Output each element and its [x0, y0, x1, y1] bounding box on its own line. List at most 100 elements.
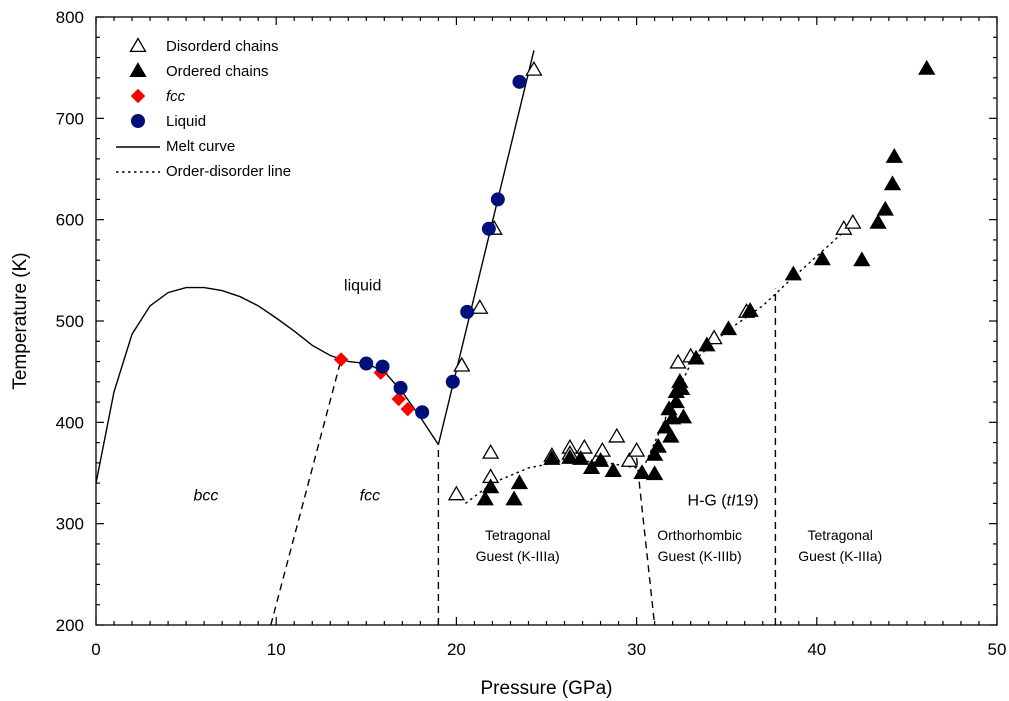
ordered-chains-point — [673, 380, 691, 395]
liquid-point — [445, 374, 460, 389]
ordered-chains-point — [813, 250, 831, 266]
disorderd-chains-point — [620, 452, 639, 467]
legend: Disorderd chains Ordered chains fcc Liquid M… — [116, 37, 291, 180]
x-tick-label: 0 — [91, 640, 100, 659]
y-tick-label: 200 — [56, 616, 84, 635]
y-axis-title: Temperature (K) — [10, 252, 31, 389]
annotation-fcc: fcc — [360, 487, 380, 504]
ordered-chains-point — [719, 320, 738, 336]
ordered-chains-point — [885, 148, 903, 163]
y-tick-label: 300 — [56, 515, 84, 534]
disorderd-chains-point — [525, 60, 543, 76]
ordered-chains-point — [505, 490, 523, 506]
x-tick-label: 10 — [267, 640, 286, 659]
melt-curve-segment-1 — [95, 286, 439, 484]
liquid-point — [359, 356, 374, 371]
disorderd-chains-point — [669, 353, 687, 369]
legend-ordered-chains-swatch — [129, 62, 147, 78]
x-tick-label: 20 — [447, 640, 466, 659]
ordered-chains-point — [591, 452, 610, 467]
ordered-chains-point — [918, 59, 936, 75]
ordered-chains-point — [649, 437, 667, 453]
liquid-point — [415, 405, 430, 420]
disorderd-chains-point — [447, 485, 466, 501]
annotation-orthorhombic: Orthorhombic — [657, 527, 742, 543]
disorderd-chains-point — [575, 438, 593, 454]
ordered-chains-point — [869, 213, 887, 229]
y-tick-label: 700 — [56, 109, 84, 128]
annotation-guest-k-iiib: Guest (K-IIIb) — [658, 548, 742, 564]
ordered-chains-point — [656, 418, 675, 434]
phase-boundaries-segment-1 — [270, 359, 342, 626]
ordered-chains-point — [853, 251, 871, 267]
ordered-chains-point — [604, 462, 622, 478]
disorderd-chains-point — [471, 299, 489, 314]
ordered-chains-point — [784, 265, 803, 281]
ordered-chains-point — [662, 427, 680, 443]
liquid-point — [393, 380, 408, 395]
ordered-chains-point — [645, 445, 664, 461]
annotation-guest-k-iiia: Guest (K-IIIa) — [476, 548, 560, 564]
ordered-chains-point — [876, 200, 894, 216]
legend-liquid-label: Liquid — [166, 113, 206, 130]
disorderd-chains-point — [705, 329, 723, 345]
liquid-point — [481, 221, 496, 236]
ordered-chains-point — [572, 450, 590, 465]
annotation-tetragonal: Tetragonal — [485, 527, 550, 543]
y-tick-label: 800 — [56, 8, 84, 27]
x-tick-label: 50 — [988, 640, 1007, 659]
y-tick-label: 400 — [56, 413, 84, 432]
disorderd-chains-point — [593, 441, 611, 457]
liquid-point — [512, 74, 527, 89]
ordered-chains-point — [476, 490, 494, 506]
annotation-bcc: bcc — [193, 487, 218, 504]
disorderd-chains-point — [608, 427, 626, 443]
legend-disorderd-chains-swatch — [129, 37, 147, 53]
ordered-chains-point — [667, 393, 685, 409]
ordered-chains-point — [645, 465, 664, 481]
legend-fcc-label: fcc — [166, 88, 186, 105]
legend-fcc-swatch — [130, 88, 146, 104]
legend-order-disorder-line-label: Order-disorder line — [166, 163, 291, 180]
ordered-chains-point — [510, 474, 529, 490]
ordered-chains-point — [633, 464, 651, 480]
liquid-point — [460, 304, 475, 319]
tick-labels: 0 10 20 30 40 50 200 300 400 500 600 700 800 — [56, 8, 1007, 659]
annotation-liquid: liquid — [344, 278, 381, 295]
phase-boundaries-segment-3 — [635, 457, 656, 626]
y-tick-label: 600 — [56, 211, 84, 230]
x-axis-title: Pressure (GPa) — [481, 678, 613, 699]
disorderd-chains-point — [482, 443, 500, 459]
plot-lines — [95, 50, 857, 626]
x-tick-label: 40 — [807, 640, 826, 659]
x-tick-label: 30 — [627, 640, 646, 659]
annotation-h-g-ti19: H-G (tI19) — [688, 492, 759, 509]
ordered-chains-point — [561, 449, 579, 464]
fcc-point — [400, 401, 415, 417]
disorderd-chains-point — [844, 213, 862, 229]
plot-markers — [333, 59, 936, 506]
ordered-chains-point — [664, 409, 682, 425]
liquid-point — [375, 359, 390, 374]
ordered-chains-point — [482, 478, 500, 494]
ordered-chains-point — [543, 450, 561, 465]
legend-liquid-swatch — [131, 114, 145, 128]
ordered-chains-point — [698, 336, 716, 352]
ordered-chains-point — [674, 408, 693, 424]
ordered-chains-point — [687, 349, 705, 365]
fcc-point — [333, 352, 349, 367]
ordered-chains-point — [741, 302, 759, 317]
legend-ordered-chains-label: Ordered chains — [166, 63, 269, 80]
fcc-point — [391, 391, 406, 407]
y-tick-label: 500 — [56, 312, 84, 331]
legend-disorderd-chains-label: Disorderd chains — [166, 38, 279, 55]
liquid-point — [490, 192, 505, 207]
plot-annotations: liquid bcc fcc H-G (tI19) Tetragonal Guest (K… — [193, 278, 882, 565]
disorderd-chains-point — [453, 356, 471, 372]
annotation-guest-k-iiia: Guest (K-IIIa) — [798, 548, 882, 564]
ordered-chains-point — [883, 175, 902, 191]
axis-ticks — [95, 16, 998, 626]
annotation-tetragonal: Tetragonal — [808, 527, 873, 543]
legend-melt-curve-label: Melt curve — [166, 138, 235, 155]
